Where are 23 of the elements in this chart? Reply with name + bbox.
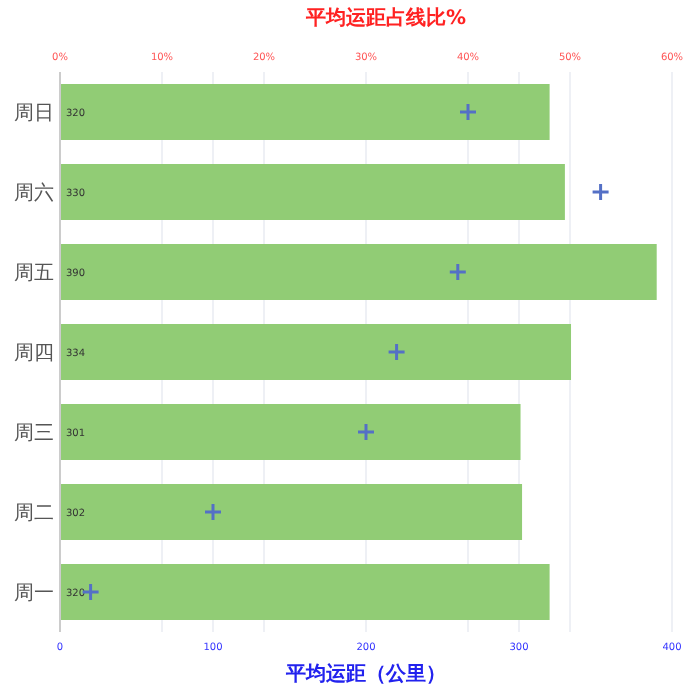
bar	[60, 164, 565, 220]
bar	[60, 404, 521, 460]
y-tick-label: 周日	[14, 103, 54, 125]
bar	[60, 564, 550, 620]
bar	[60, 484, 523, 540]
point	[387, 342, 407, 362]
bar	[60, 84, 550, 140]
point	[591, 182, 611, 202]
y-tick-label: 周一	[14, 583, 54, 605]
point	[203, 502, 223, 522]
y-tick-label: 周六	[14, 181, 54, 205]
point	[81, 582, 101, 602]
x2-axis-title: 平均运距占线比%	[303, 6, 467, 30]
point	[458, 102, 478, 122]
x-axis-title: 平均运距（公里）	[284, 662, 446, 686]
y-tick-label: 周四	[14, 343, 54, 365]
point	[356, 422, 376, 442]
y-tick-label: 周五	[14, 263, 54, 285]
bar	[60, 244, 657, 300]
bar	[60, 324, 572, 380]
point	[448, 262, 468, 282]
y-tick-label: 周二	[14, 503, 54, 525]
y-tick-label: 周三	[14, 423, 54, 445]
